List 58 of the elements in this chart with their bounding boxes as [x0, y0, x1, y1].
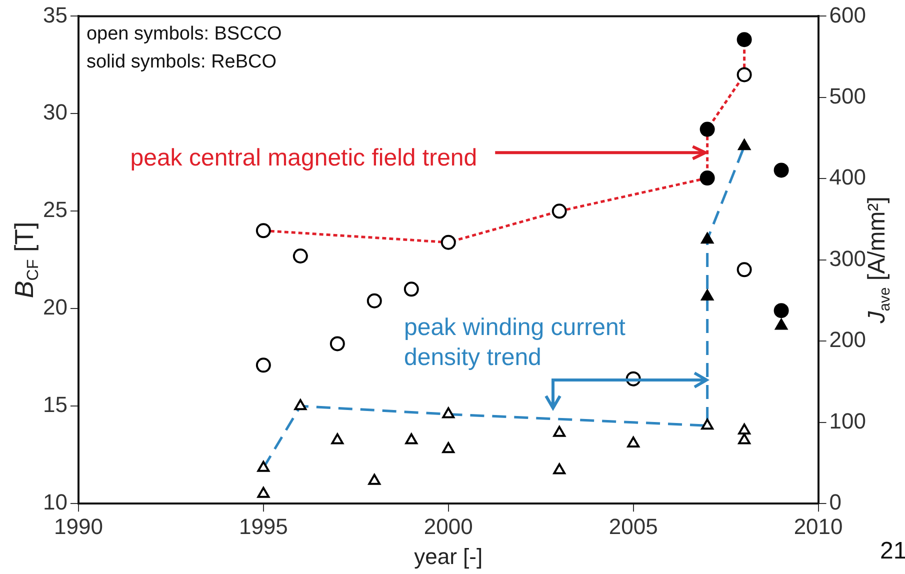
- y2-tick-label: 100: [829, 408, 866, 434]
- point: [774, 162, 789, 178]
- y-axis-title: BCF [T]: [9, 222, 42, 298]
- point: [700, 122, 715, 137]
- point: [701, 289, 714, 300]
- point: [553, 463, 566, 474]
- y-tick-label: 15: [42, 392, 68, 418]
- point: [738, 139, 751, 150]
- y2-axis-title: Jave [A/mm²]: [864, 196, 894, 324]
- point: [736, 262, 752, 278]
- point: [701, 418, 714, 430]
- point: [700, 170, 715, 186]
- y2-tick-label: 300: [829, 246, 866, 271]
- point: [405, 433, 418, 444]
- annotation: solid symbols: ReBCO: [86, 51, 277, 72]
- point: [292, 248, 308, 264]
- y2-tick-label: 400: [829, 164, 866, 190]
- y2-tick-label: 600: [829, 2, 866, 28]
- point: [552, 204, 567, 219]
- point: [774, 303, 789, 318]
- point: [701, 232, 714, 244]
- point: [775, 318, 788, 330]
- point: [553, 426, 566, 437]
- point: [404, 282, 419, 297]
- annotation: peak central magnetic field trend: [130, 144, 478, 172]
- x-tick-label: 1995: [238, 514, 288, 539]
- x-tick-label: 2005: [608, 514, 658, 539]
- y2-tick-label: 200: [829, 327, 866, 352]
- y-tick-label: 20: [42, 294, 68, 320]
- point: [366, 293, 382, 308]
- point: [256, 223, 271, 238]
- y2-tick-label: 500: [829, 83, 866, 108]
- y-tick-label: 25: [42, 197, 68, 222]
- y-tick-label: 30: [42, 100, 68, 125]
- point: [736, 32, 752, 48]
- point: [330, 336, 345, 352]
- point: [331, 433, 344, 444]
- annotation: open symbols: BSCCO: [86, 23, 282, 44]
- point: [440, 234, 456, 250]
- y2-tick-label: 0: [829, 490, 842, 515]
- point: [442, 442, 455, 454]
- point: [257, 460, 270, 472]
- point: [368, 474, 381, 485]
- point: [257, 486, 270, 498]
- point: [738, 433, 751, 444]
- point: [294, 399, 307, 410]
- point: [738, 423, 751, 434]
- y-tick-label: 35: [42, 2, 68, 28]
- point: [627, 436, 640, 448]
- annotation: peak winding current density trend: [404, 314, 626, 371]
- y-tick-label: 10: [42, 490, 68, 515]
- point: [256, 358, 271, 373]
- x-tick-label: 2010: [794, 514, 843, 539]
- x-tick-label: 1990: [54, 514, 103, 539]
- x-tick-label: 2000: [424, 514, 473, 539]
- point: [736, 67, 752, 82]
- point: [442, 407, 455, 418]
- x-axis-title: year [-]: [414, 544, 483, 570]
